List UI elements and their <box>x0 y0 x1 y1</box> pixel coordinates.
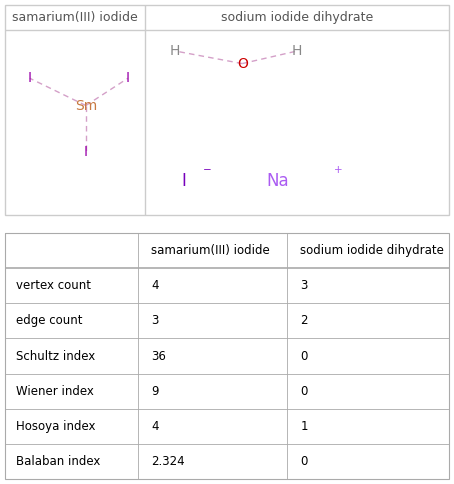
Text: H: H <box>170 44 180 58</box>
Text: 36: 36 <box>151 349 166 363</box>
Text: samarium(III) iodide: samarium(III) iodide <box>151 244 270 257</box>
Text: I: I <box>181 172 186 190</box>
Text: 0: 0 <box>301 385 308 398</box>
Text: 4: 4 <box>151 279 159 292</box>
Text: 0: 0 <box>301 349 308 363</box>
Text: Hosoya index: Hosoya index <box>15 420 95 433</box>
Text: +: + <box>334 165 342 175</box>
Text: I: I <box>84 145 88 159</box>
Text: I: I <box>28 71 32 85</box>
Text: I: I <box>126 71 130 85</box>
Text: Sm: Sm <box>75 99 97 113</box>
Text: Na: Na <box>266 172 289 190</box>
Text: Schultz index: Schultz index <box>15 349 95 363</box>
Text: 0: 0 <box>301 455 308 468</box>
Text: 2.324: 2.324 <box>151 455 185 468</box>
Text: 2: 2 <box>301 314 308 327</box>
Text: edge count: edge count <box>15 314 82 327</box>
Text: 3: 3 <box>151 314 159 327</box>
Text: 4: 4 <box>151 420 159 433</box>
Text: Balaban index: Balaban index <box>15 455 100 468</box>
Text: H: H <box>292 44 302 58</box>
Text: 1: 1 <box>301 420 308 433</box>
Text: sodium iodide dihydrate: sodium iodide dihydrate <box>301 244 444 257</box>
Text: samarium(III) iodide: samarium(III) iodide <box>12 11 138 24</box>
Text: O: O <box>237 57 247 71</box>
Text: 9: 9 <box>151 385 159 398</box>
Text: sodium iodide dihydrate: sodium iodide dihydrate <box>221 11 373 24</box>
Text: vertex count: vertex count <box>15 279 91 292</box>
Text: Wiener index: Wiener index <box>15 385 94 398</box>
Text: −: − <box>202 165 212 175</box>
Text: 3: 3 <box>301 279 308 292</box>
